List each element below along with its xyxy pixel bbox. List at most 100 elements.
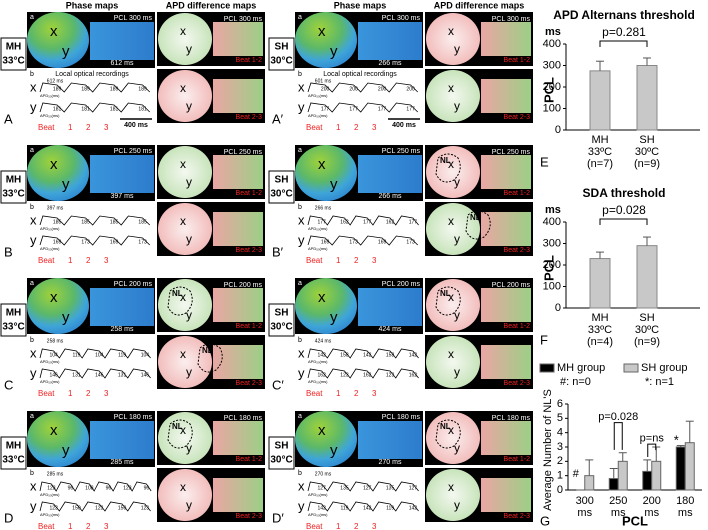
site-label: x: [180, 24, 186, 38]
condition-box: [0, 37, 27, 71]
site-label: x: [448, 423, 454, 437]
x-tick-label: SH: [639, 312, 654, 324]
beat-number: 3: [104, 389, 109, 398]
apd-value: 185: [138, 219, 147, 225]
apd-map-strip: [481, 288, 531, 322]
y-tick-label: 5: [557, 412, 563, 424]
apd-unit: APD₅₀(ms): [308, 93, 328, 98]
time-label: 424 ms: [379, 326, 402, 333]
apd-value: 96: [106, 485, 112, 491]
y-unit: ms: [545, 204, 561, 216]
phase-map-atria: [295, 278, 357, 334]
pcl-label: PCL 180 ms: [114, 414, 153, 421]
apd-value: 200: [378, 86, 387, 92]
sublabel: a: [298, 280, 302, 287]
apd-value: 173: [81, 239, 90, 245]
nl-outline: [167, 419, 193, 449]
apd-value: 123: [47, 485, 56, 491]
beat-number: 2: [86, 256, 91, 265]
apd-value: 146: [50, 372, 59, 378]
beat-pair: Beat 1-2: [504, 323, 531, 330]
sublabel: c: [160, 413, 164, 420]
apd-value: 181: [110, 106, 119, 112]
site-label: x: [318, 23, 326, 40]
panel-letter: F: [540, 332, 548, 347]
apd-value: 142: [409, 352, 418, 358]
apd-value: 146: [95, 372, 104, 378]
apd-value: 150: [118, 505, 127, 511]
beat-number: 1: [68, 256, 73, 265]
phase-map-strip: [90, 288, 154, 326]
bar: [589, 258, 611, 309]
sublabel: a: [298, 147, 302, 154]
site-label: y: [30, 498, 37, 513]
site-label: x: [50, 422, 58, 439]
apd-map-atria: [426, 70, 480, 122]
phase-map-atria: [27, 145, 89, 201]
time-label: 266 ms: [379, 193, 402, 200]
beat-number: 2: [354, 123, 359, 132]
site-label: x: [448, 347, 454, 361]
optical-trace: [39, 348, 151, 359]
beat-number: 1: [68, 389, 73, 398]
apd-unit: APD₅₀(ms): [308, 359, 328, 364]
apd-value: 158: [386, 352, 395, 358]
phase-map-strip: [90, 155, 154, 193]
nl-label: NL: [470, 213, 481, 222]
condition: 30°C: [270, 455, 292, 466]
sublabel: c: [428, 147, 432, 154]
apd-value: 142: [318, 505, 327, 511]
y-axis-label: Average Number of NL'S: [542, 389, 554, 511]
beat-number: 3: [372, 123, 377, 132]
apd-value: 135: [386, 485, 395, 491]
time-label: 612 ms: [111, 60, 134, 67]
condition: 30°C: [270, 56, 292, 67]
site-label: x: [30, 478, 37, 493]
apd-map-atria: [158, 70, 212, 122]
bar: [584, 475, 595, 491]
y-tick-label: 0: [555, 124, 561, 136]
beat-pair: Beat 1-2: [236, 323, 263, 330]
beat-number: 3: [104, 256, 109, 265]
site-label: x: [298, 345, 305, 360]
phase-map-atria: [27, 278, 89, 334]
apd-value: 108: [85, 485, 94, 491]
phase-map-atria: [295, 12, 357, 68]
condition: 33°C: [2, 189, 24, 200]
apd-value: 177: [378, 106, 387, 112]
y-tick-label: 4: [557, 427, 563, 439]
pcl-label: PCL 250 ms: [492, 149, 531, 156]
beat-number: 2: [86, 123, 91, 132]
x-tick-label: ms: [577, 507, 592, 519]
condition: MH: [6, 308, 22, 319]
apd-value: 177: [321, 106, 330, 112]
site-label: x: [448, 81, 454, 95]
sublabel: a: [298, 413, 302, 420]
sublabel: a: [30, 280, 34, 287]
site-label: x: [448, 480, 454, 494]
beat-pair: Beat 1-2: [504, 57, 531, 64]
site-label: y: [186, 365, 192, 379]
apd-value: 185: [81, 219, 90, 225]
beat-number: 1: [336, 123, 341, 132]
sublabel: b: [30, 71, 34, 78]
apd-value: 150: [72, 505, 81, 511]
site-label: x: [30, 79, 37, 94]
beat-pair: Beat 1-2: [236, 456, 263, 463]
site-label: x: [448, 290, 454, 304]
sublabel: d: [160, 337, 164, 344]
pcl-label: PCL 300 ms: [492, 16, 531, 23]
y-tick-label: 400: [543, 38, 561, 50]
phase-map-atria: [27, 411, 89, 467]
apd-map-atria: [158, 13, 212, 65]
x-axis-label: PCL: [622, 513, 648, 528]
site-label: x: [50, 23, 58, 40]
site-label: x: [180, 81, 186, 95]
marker: *: [674, 432, 679, 447]
bar: [589, 70, 611, 131]
x-tick-label: 180: [676, 495, 694, 507]
nl-outline: [197, 343, 223, 373]
bar: [642, 470, 653, 491]
apd-unit: APD₅₀(ms): [40, 113, 60, 118]
site-label: y: [454, 42, 460, 56]
